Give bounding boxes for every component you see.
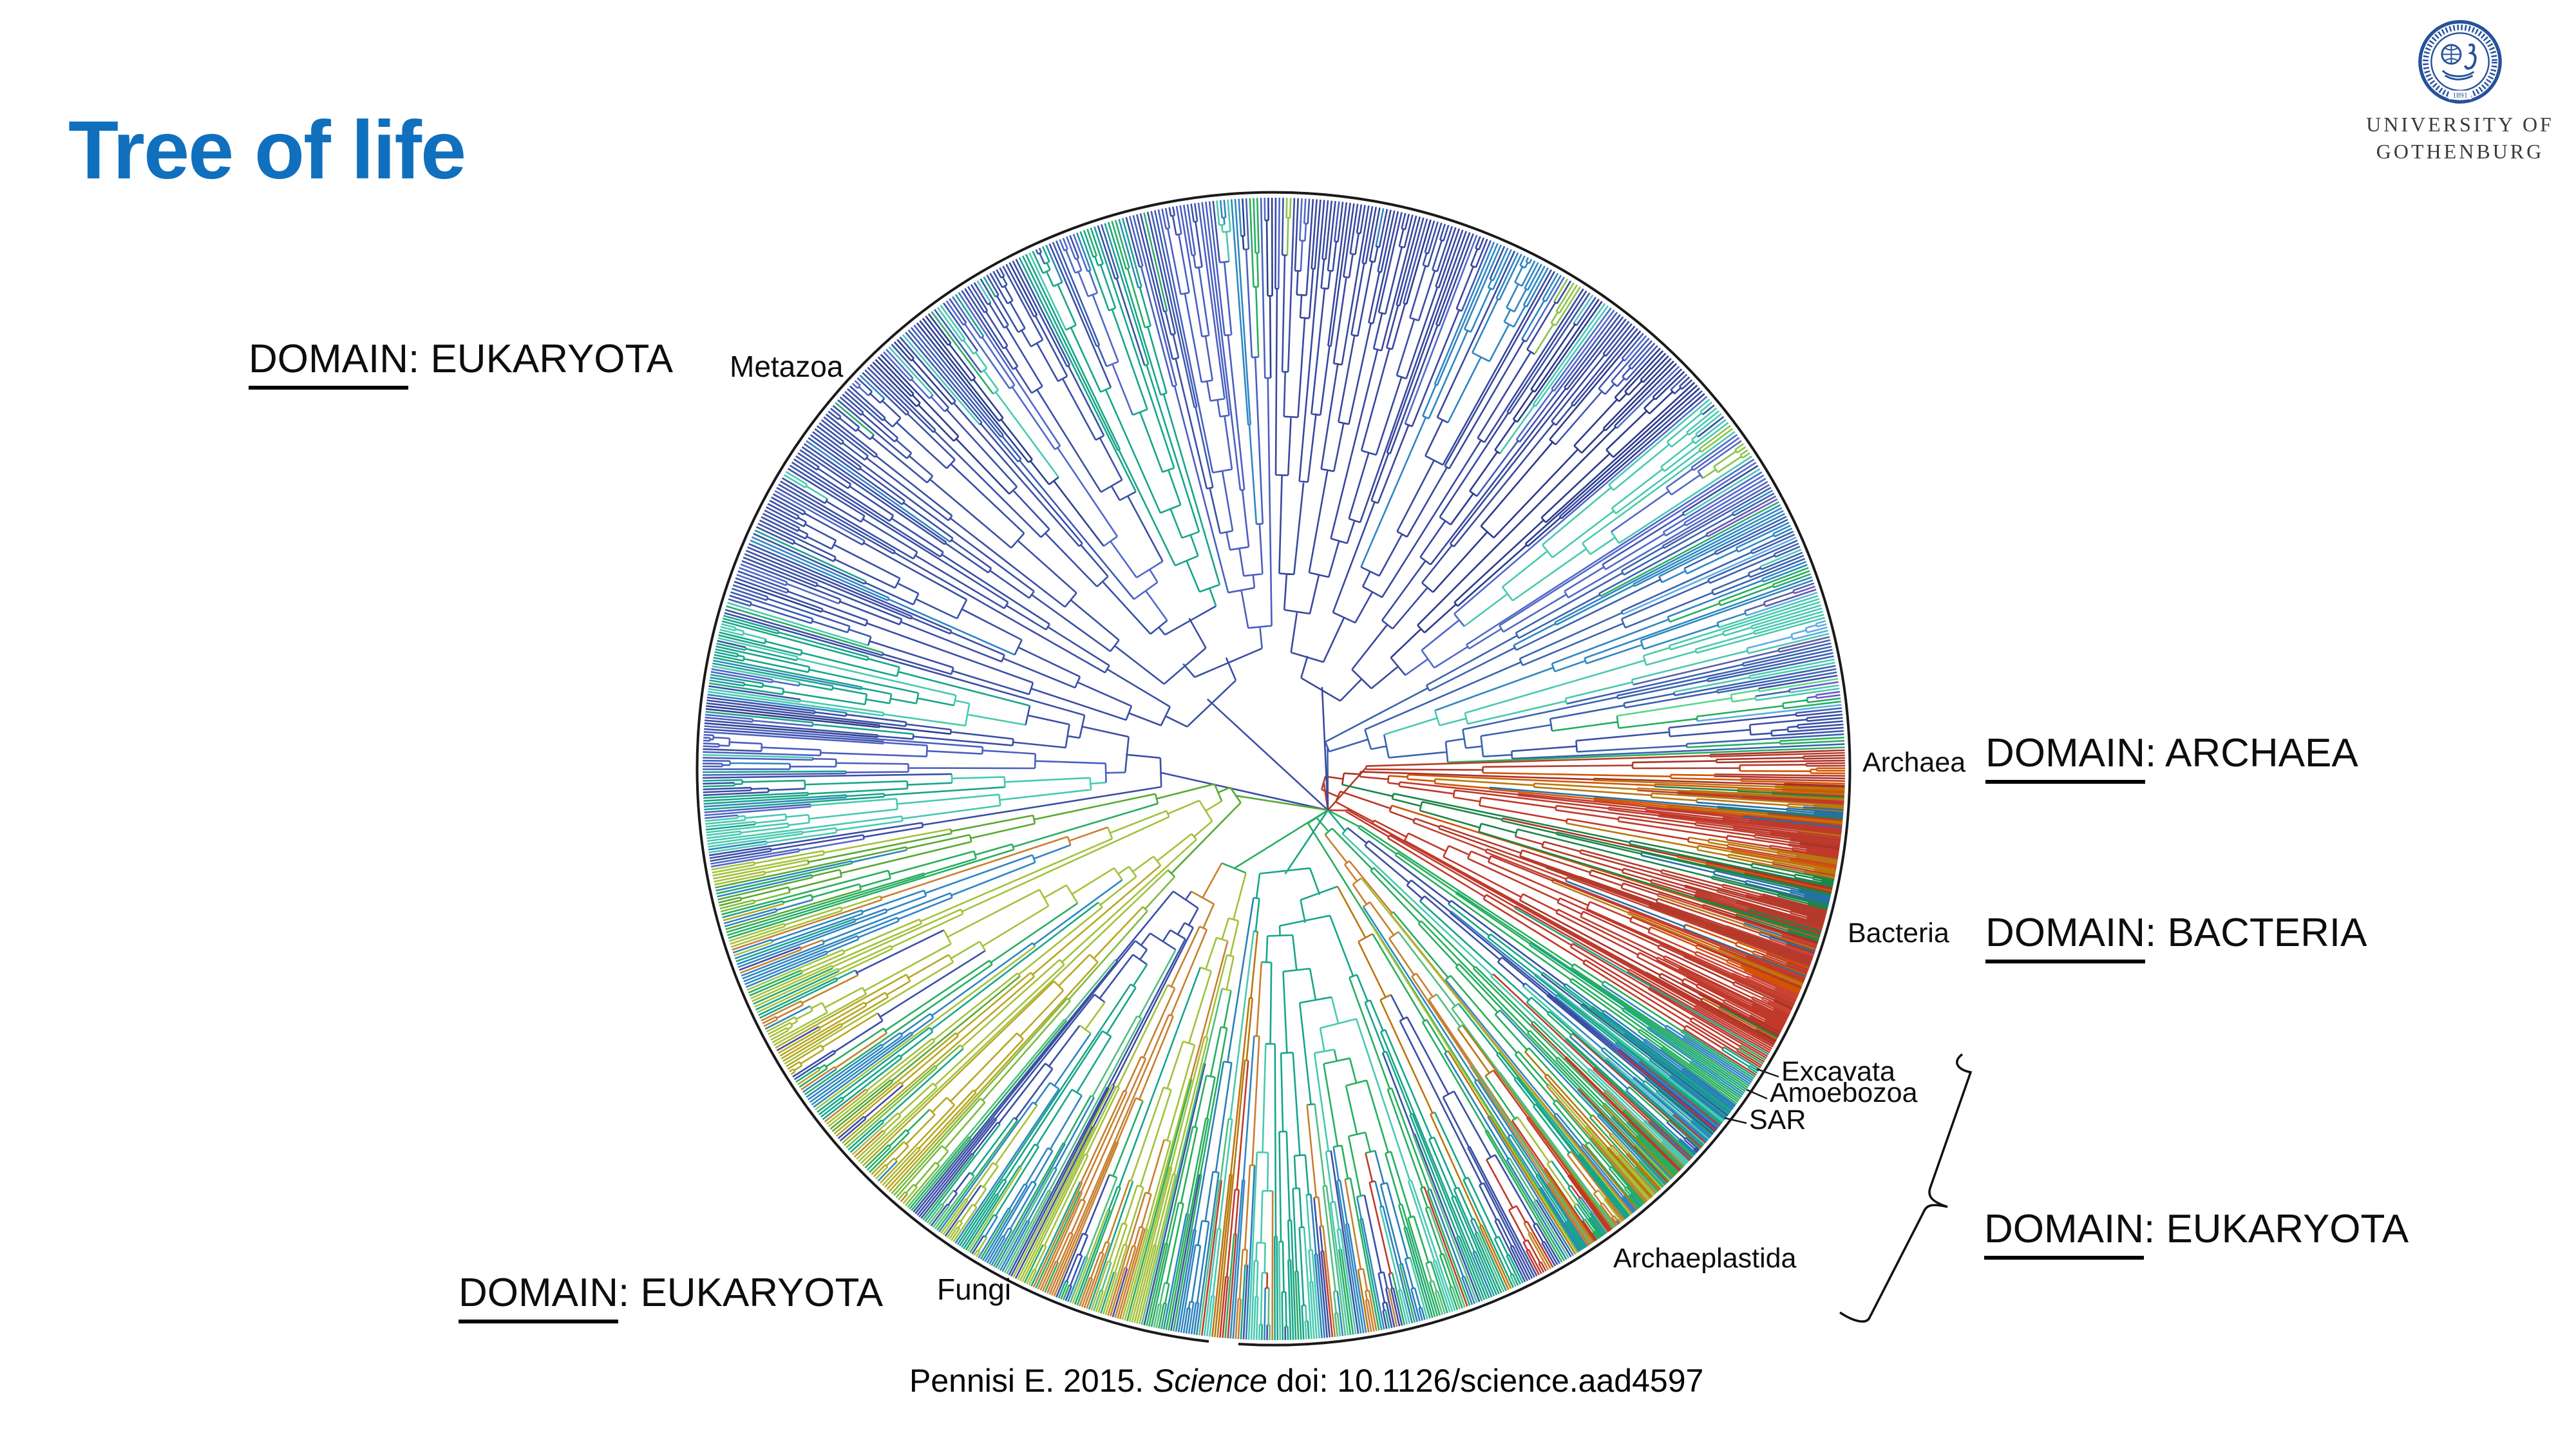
label-pointer-lines [1724,1068,1779,1124]
university-name-line2: GOTHENBURG [2376,140,2544,163]
clade-label-sar: SAR [1749,1104,1806,1135]
clade-label-bacteria: Bacteria [1848,918,1949,949]
clade-label-amoebozoa: Amoebozoa [1770,1077,1918,1108]
seal-year: 1891 [2452,91,2467,99]
tree-branches [702,197,1846,1341]
clade-label-archaeplastida: Archaeplastida [1613,1243,1797,1274]
university-name: UNIVERSITY OF GOTHENBURG [2354,111,2566,165]
domain-value: : BACTERIA [2145,911,2367,955]
domain-word-underlined: DOMAIN [1984,1207,2144,1260]
domain-label-bacteria: DOMAIN: BACTERIA [1985,911,2367,963]
citation-post: doi: 10.1126/science.aad4597 [1267,1363,1704,1399]
domain-label-archaea: DOMAIN: ARCHAEA [1985,731,2358,784]
clade-label-excavata: Excavata [1781,1056,1895,1087]
page-title: Tree of life [68,104,466,196]
clade-label-metazoa: Metazoa [730,350,844,383]
domain-label-eukaryota-right: DOMAIN: EUKARYOTA [1984,1207,2409,1260]
citation-journal: Science [1153,1363,1267,1399]
citation-pre: Pennisi E. 2015. [909,1363,1153,1399]
tree-outer-circle [696,191,1852,1347]
university-name-line1: UNIVERSITY OF [2366,113,2554,136]
domain-word-underlined: DOMAIN [1985,731,2145,784]
domain-word-underlined: DOMAIN [459,1271,618,1323]
university-seal-icon: 1891 [2418,20,2502,104]
clade-label-fungi: Fungi [937,1273,1012,1306]
eukaryota-brace [1839,1053,1973,1323]
domain-value: : EUKARYOTA [408,337,674,381]
domain-word-underlined: DOMAIN [1985,911,2145,963]
clade-label-archaea: Archaea [1862,747,1966,778]
domain-label-eukaryota-bottom: DOMAIN: EUKARYOTA [459,1271,884,1323]
domain-value: : ARCHAEA [2145,731,2358,775]
domain-value: : EUKARYOTA [618,1271,884,1315]
domain-label-eukaryota-left: DOMAIN: EUKARYOTA [249,337,674,390]
citation: Pennisi E. 2015. Science doi: 10.1126/sc… [909,1365,1703,1397]
domain-word-underlined: DOMAIN [249,337,408,390]
domain-value: : EUKARYOTA [2144,1207,2409,1251]
university-logo: 1891 UNIVERSITY OF GOTHENBURG [2354,18,2566,165]
